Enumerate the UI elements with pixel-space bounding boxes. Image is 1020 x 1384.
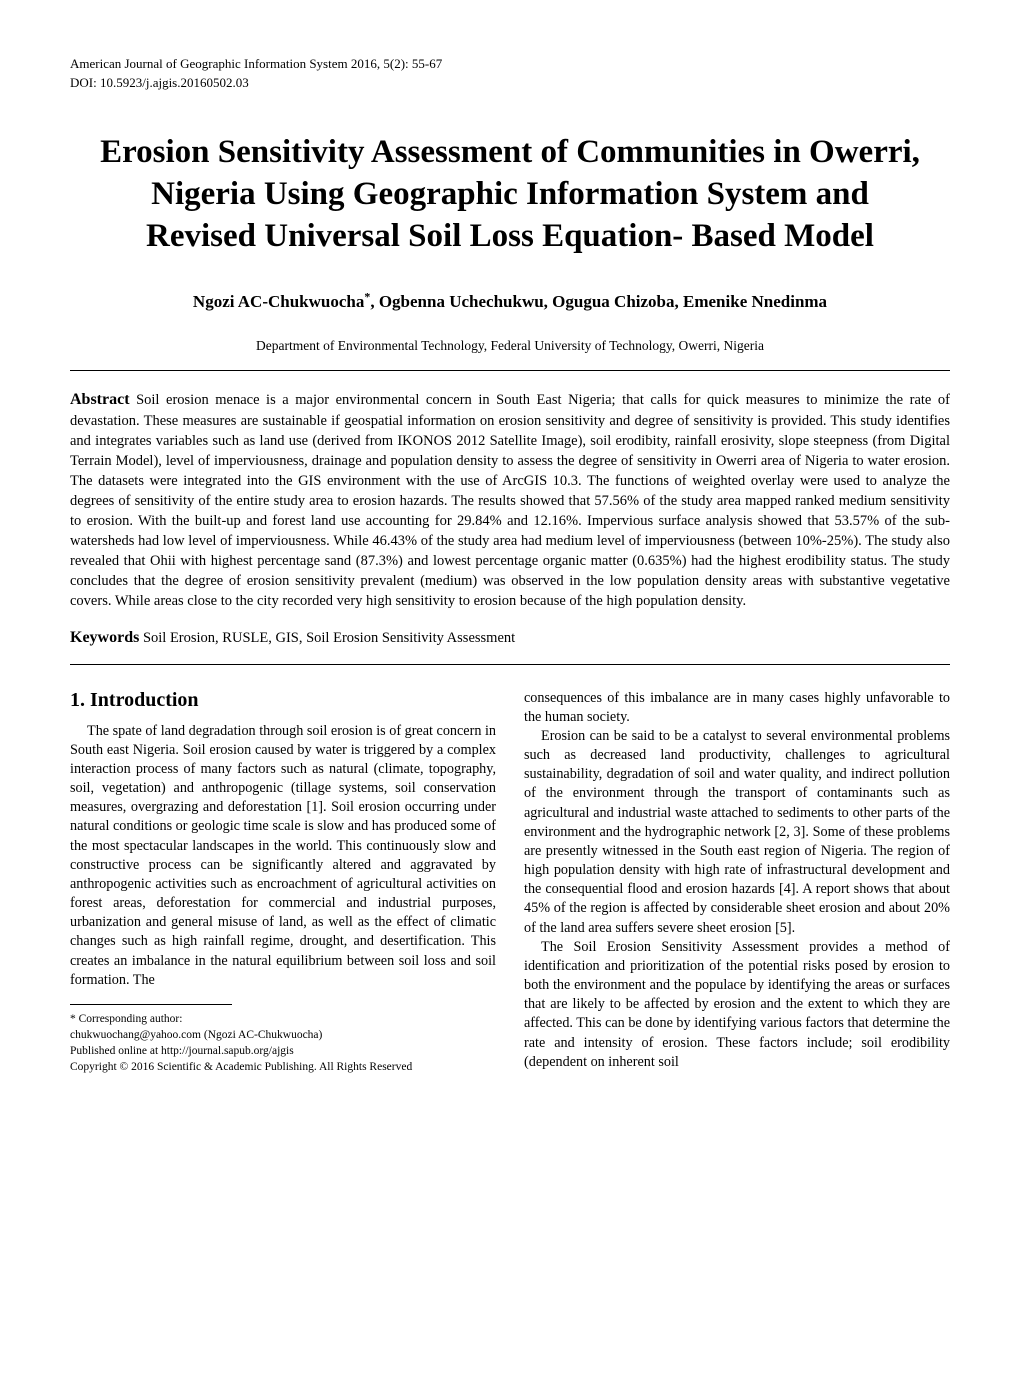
- section-1-heading: 1. Introduction: [70, 689, 496, 712]
- title-line-3: Revised Universal Soil Loss Equation- Ba…: [146, 218, 874, 254]
- keywords-body: Soil Erosion, RUSLE, GIS, Soil Erosion S…: [139, 630, 515, 646]
- affiliation: Department of Environmental Technology, …: [70, 338, 950, 354]
- authors-line: Ngozi AC-Chukwuocha*, Ogbenna Uchechukwu…: [70, 289, 950, 312]
- intro-paragraph-1: The spate of land degradation through so…: [70, 722, 496, 990]
- paper-title: Erosion Sensitivity Assessment of Commun…: [70, 131, 950, 258]
- abstract-label: Abstract: [70, 391, 130, 408]
- footnote-corresponding: * Corresponding author:: [70, 1011, 496, 1027]
- journal-citation: American Journal of Geographic Informati…: [70, 55, 950, 74]
- abstract-block: Abstract Soil erosion menace is a major …: [70, 389, 950, 611]
- footnote-published: Published online at http://journal.sapub…: [70, 1043, 496, 1059]
- intro-paragraph-2: Erosion can be said to be a catalyst to …: [524, 727, 950, 938]
- keywords-label: Keywords: [70, 629, 139, 646]
- top-rule: [70, 370, 950, 371]
- journal-header: American Journal of Geographic Informati…: [70, 55, 950, 93]
- footnote-email: chukwuochang@yahoo.com (Ngozi AC-Chukwuo…: [70, 1027, 496, 1043]
- footnote-block: * Corresponding author: chukwuochang@yah…: [70, 1011, 496, 1075]
- bottom-rule: [70, 664, 950, 665]
- title-line-1: Erosion Sensitivity Assessment of Commun…: [100, 134, 920, 170]
- intro-paragraph-1-cont: consequences of this imbalance are in ma…: [524, 689, 950, 727]
- right-column: consequences of this imbalance are in ma…: [524, 689, 950, 1076]
- title-line-2: Nigeria Using Geographic Information Sys…: [151, 176, 869, 212]
- abstract-body: Soil erosion menace is a major environme…: [70, 392, 950, 609]
- journal-doi: DOI: 10.5923/j.ajgis.20160502.03: [70, 74, 950, 93]
- keywords-block: Keywords Soil Erosion, RUSLE, GIS, Soil …: [70, 627, 950, 649]
- left-column: 1. Introduction The spate of land degrad…: [70, 689, 496, 1076]
- authors-text: Ngozi AC-Chukwuocha*, Ogbenna Uchechukwu…: [193, 292, 827, 311]
- footnote-rule: [70, 1004, 232, 1005]
- footnote-copyright: Copyright © 2016 Scientific & Academic P…: [70, 1059, 496, 1075]
- two-column-body: 1. Introduction The spate of land degrad…: [70, 689, 950, 1076]
- intro-paragraph-3: The Soil Erosion Sensitivity Assessment …: [524, 938, 950, 1072]
